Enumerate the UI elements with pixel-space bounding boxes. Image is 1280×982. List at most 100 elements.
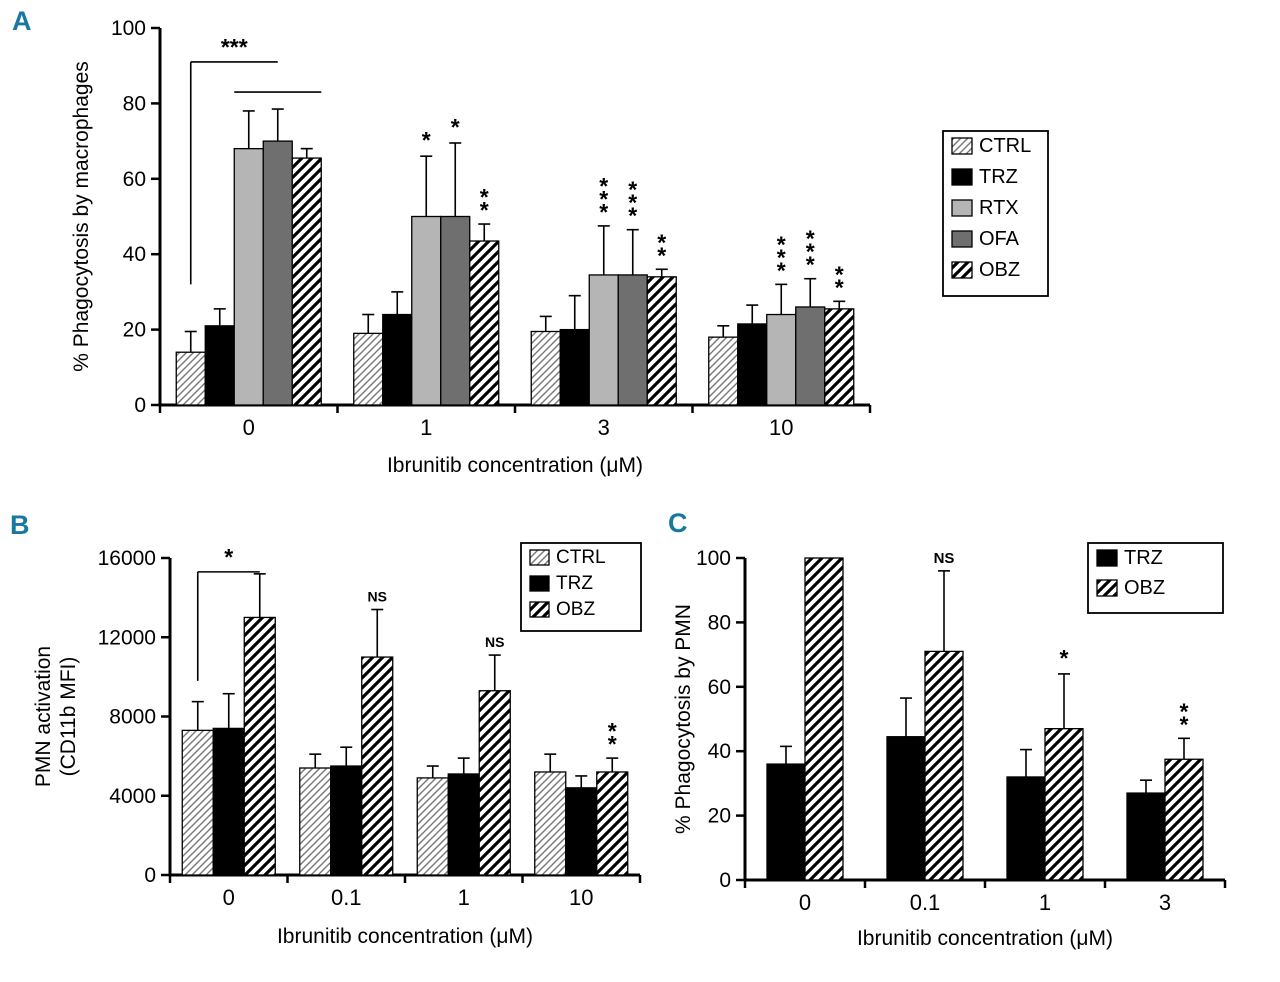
bar-TRZ bbox=[447, 773, 480, 876]
legend-label-TRZ: TRZ bbox=[1124, 547, 1163, 569]
y-tick-label: 0 bbox=[719, 869, 731, 892]
bar-TRZ bbox=[212, 727, 245, 876]
legend-label-OBZ: OBZ bbox=[556, 599, 595, 620]
x-category-label: 0 bbox=[243, 415, 255, 440]
significance-star: * bbox=[806, 252, 815, 278]
significance-star: * bbox=[1060, 645, 1069, 671]
bar-OBZ bbox=[596, 771, 629, 876]
bar-TRZ bbox=[330, 765, 363, 876]
significance-star: * bbox=[599, 186, 608, 212]
y-axis-label: (CD11b MFI) bbox=[57, 657, 80, 777]
y-tick-label: 40 bbox=[708, 740, 731, 763]
significance-star: * bbox=[777, 257, 786, 283]
x-category-label: 0.1 bbox=[910, 890, 941, 915]
legend-swatch-OBZ bbox=[951, 261, 973, 279]
legend-swatch-TRZ bbox=[1096, 549, 1118, 567]
y-tick-label: 8000 bbox=[109, 706, 156, 729]
y-tick-label: 40 bbox=[123, 243, 146, 266]
bar-OFA bbox=[617, 274, 648, 406]
bar-TRZ bbox=[565, 787, 598, 876]
legend-label-OFA: OFA bbox=[979, 228, 1020, 250]
legend-swatch-TRZ bbox=[529, 575, 550, 592]
y-tick-label: 4000 bbox=[109, 785, 156, 808]
significance-star: * bbox=[777, 244, 786, 270]
bar-CTRL bbox=[299, 767, 332, 876]
y-tick-label: 60 bbox=[123, 168, 146, 191]
y-tick-label: 12000 bbox=[98, 626, 156, 649]
y-axis-label: PMN activation bbox=[32, 646, 55, 787]
bar-CTRL bbox=[175, 351, 206, 406]
legend-swatch-CTRL bbox=[951, 137, 973, 155]
bar-TRZ bbox=[382, 313, 413, 406]
x-category-label: 1 bbox=[458, 885, 470, 910]
bar-TRZ bbox=[204, 325, 235, 406]
significance-star: * bbox=[835, 261, 844, 287]
significance-star: * bbox=[608, 731, 617, 757]
x-category-label: 3 bbox=[598, 415, 610, 440]
y-tick-label: 80 bbox=[123, 92, 146, 115]
significance-star: * bbox=[628, 203, 637, 229]
bar-CTRL bbox=[181, 729, 214, 876]
bar-OBZ bbox=[1164, 758, 1204, 881]
significance-star: * bbox=[480, 184, 489, 210]
legend-label-RTX: RTX bbox=[979, 197, 1019, 219]
bar-RTX bbox=[411, 215, 442, 406]
legend-swatch-OBZ bbox=[529, 601, 550, 618]
y-tick-label: 0 bbox=[144, 864, 156, 887]
significance-star: * bbox=[657, 242, 666, 268]
x-axis-label: Ibrunitib concentration (μM) bbox=[857, 927, 1113, 950]
bar-OBZ bbox=[824, 308, 855, 406]
bar-OFA bbox=[795, 306, 826, 406]
legend-label-TRZ: TRZ bbox=[979, 166, 1018, 188]
legend-swatch-OFA bbox=[951, 230, 973, 248]
bar-OBZ bbox=[804, 557, 844, 881]
y-tick-label: 80 bbox=[708, 611, 731, 634]
legend-swatch-TRZ bbox=[951, 168, 973, 186]
y-tick-label: 20 bbox=[708, 805, 731, 828]
bar-RTX bbox=[766, 313, 797, 406]
legend-label-TRZ: TRZ bbox=[556, 573, 593, 594]
significance-star: * bbox=[657, 229, 666, 255]
bar-OBZ bbox=[243, 616, 276, 876]
significance-star: * bbox=[224, 544, 233, 570]
bar-OBZ bbox=[1044, 728, 1084, 881]
significance-star: * bbox=[628, 190, 637, 216]
bar-CTRL bbox=[708, 336, 739, 406]
significance-star: * bbox=[608, 718, 617, 744]
significance-star: *** bbox=[221, 34, 248, 60]
y-tick-label: 60 bbox=[708, 676, 731, 699]
significance-star: * bbox=[777, 231, 786, 257]
bar-OBZ bbox=[646, 276, 677, 406]
significance-star: * bbox=[599, 199, 608, 225]
panel-label-c: C bbox=[668, 508, 688, 538]
ns-marker: NS bbox=[485, 634, 504, 650]
bar-OBZ bbox=[478, 690, 511, 876]
legend-swatch-RTX bbox=[951, 199, 973, 217]
x-category-label: 0 bbox=[223, 885, 235, 910]
x-axis-label: Ibrunitib concentration (μM) bbox=[277, 925, 533, 948]
bar-TRZ bbox=[559, 328, 590, 406]
y-tick-label: 0 bbox=[134, 394, 146, 417]
ns-marker: NS bbox=[368, 589, 387, 605]
legend-swatch-CTRL bbox=[529, 549, 550, 566]
bar-TRZ bbox=[1006, 776, 1046, 881]
bar-CTRL bbox=[530, 330, 561, 406]
bar-TRZ bbox=[766, 763, 806, 881]
y-axis-label: % Phagocytosis by PMN bbox=[672, 604, 695, 834]
legend-label-CTRL: CTRL bbox=[556, 547, 606, 568]
bar-OBZ bbox=[924, 650, 964, 881]
y-tick-label: 100 bbox=[696, 547, 731, 570]
y-tick-label: 20 bbox=[123, 319, 146, 342]
bar-OBZ bbox=[291, 157, 322, 406]
bar-CTRL bbox=[534, 771, 567, 876]
x-category-label: 1 bbox=[420, 415, 432, 440]
significance-star: * bbox=[480, 197, 489, 223]
significance-star: * bbox=[628, 177, 637, 203]
x-category-label: 10 bbox=[569, 885, 593, 910]
x-axis-label: Ibrunitib concentration (μM) bbox=[387, 454, 643, 477]
legend-label-CTRL: CTRL bbox=[979, 135, 1031, 157]
